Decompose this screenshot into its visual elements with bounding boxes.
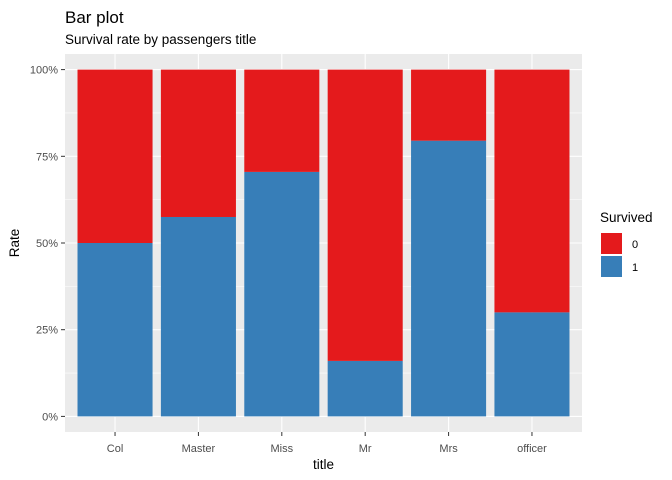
bar-officer-survived-0	[494, 69, 570, 313]
bar-officer-survived-1	[494, 312, 570, 417]
y-axis-title: Rate	[7, 229, 22, 258]
bar-col-survived-0	[77, 69, 153, 244]
y-tick-label: 100%	[30, 65, 58, 77]
bar-miss-survived-1	[244, 171, 320, 417]
x-axis: Col Master Miss Mr Mrs officer	[107, 432, 547, 455]
legend-key-0	[601, 233, 622, 254]
legend-key-1	[601, 256, 622, 277]
bar-mrs-survived-0	[411, 69, 487, 141]
bar-master-survived-1	[160, 216, 236, 417]
y-axis: 0% 25% 50% 75% 100%	[30, 65, 65, 423]
y-tick-label: 25%	[36, 325, 58, 337]
legend: Survived 0 1	[600, 210, 653, 277]
legend-label-1: 1	[632, 262, 638, 274]
bar-master-survived-0	[160, 69, 236, 217]
bars	[77, 69, 570, 417]
y-tick-label: 50%	[36, 238, 58, 250]
x-axis-title: title	[313, 457, 334, 472]
y-tick-label: 75%	[36, 151, 58, 163]
x-tick-label: Col	[107, 443, 124, 455]
x-tick-label: Master	[182, 443, 216, 455]
chart-subtitle: Survival rate by passengers title	[65, 32, 256, 47]
bar-mr-survived-1	[327, 360, 403, 417]
bar-mr-survived-0	[327, 69, 403, 361]
legend-label-0: 0	[632, 239, 638, 251]
bar-miss-survived-0	[244, 69, 320, 172]
y-tick-label: 0%	[42, 411, 58, 423]
x-tick-label: Miss	[271, 443, 294, 455]
bar-col-survived-1	[77, 243, 153, 417]
x-tick-label: Mrs	[439, 443, 458, 455]
legend-title: Survived	[600, 210, 653, 225]
x-tick-label: officer	[517, 443, 547, 455]
bar-mrs-survived-1	[411, 140, 487, 417]
x-tick-label: Mr	[359, 443, 372, 455]
chart-title: Bar plot	[65, 8, 124, 27]
